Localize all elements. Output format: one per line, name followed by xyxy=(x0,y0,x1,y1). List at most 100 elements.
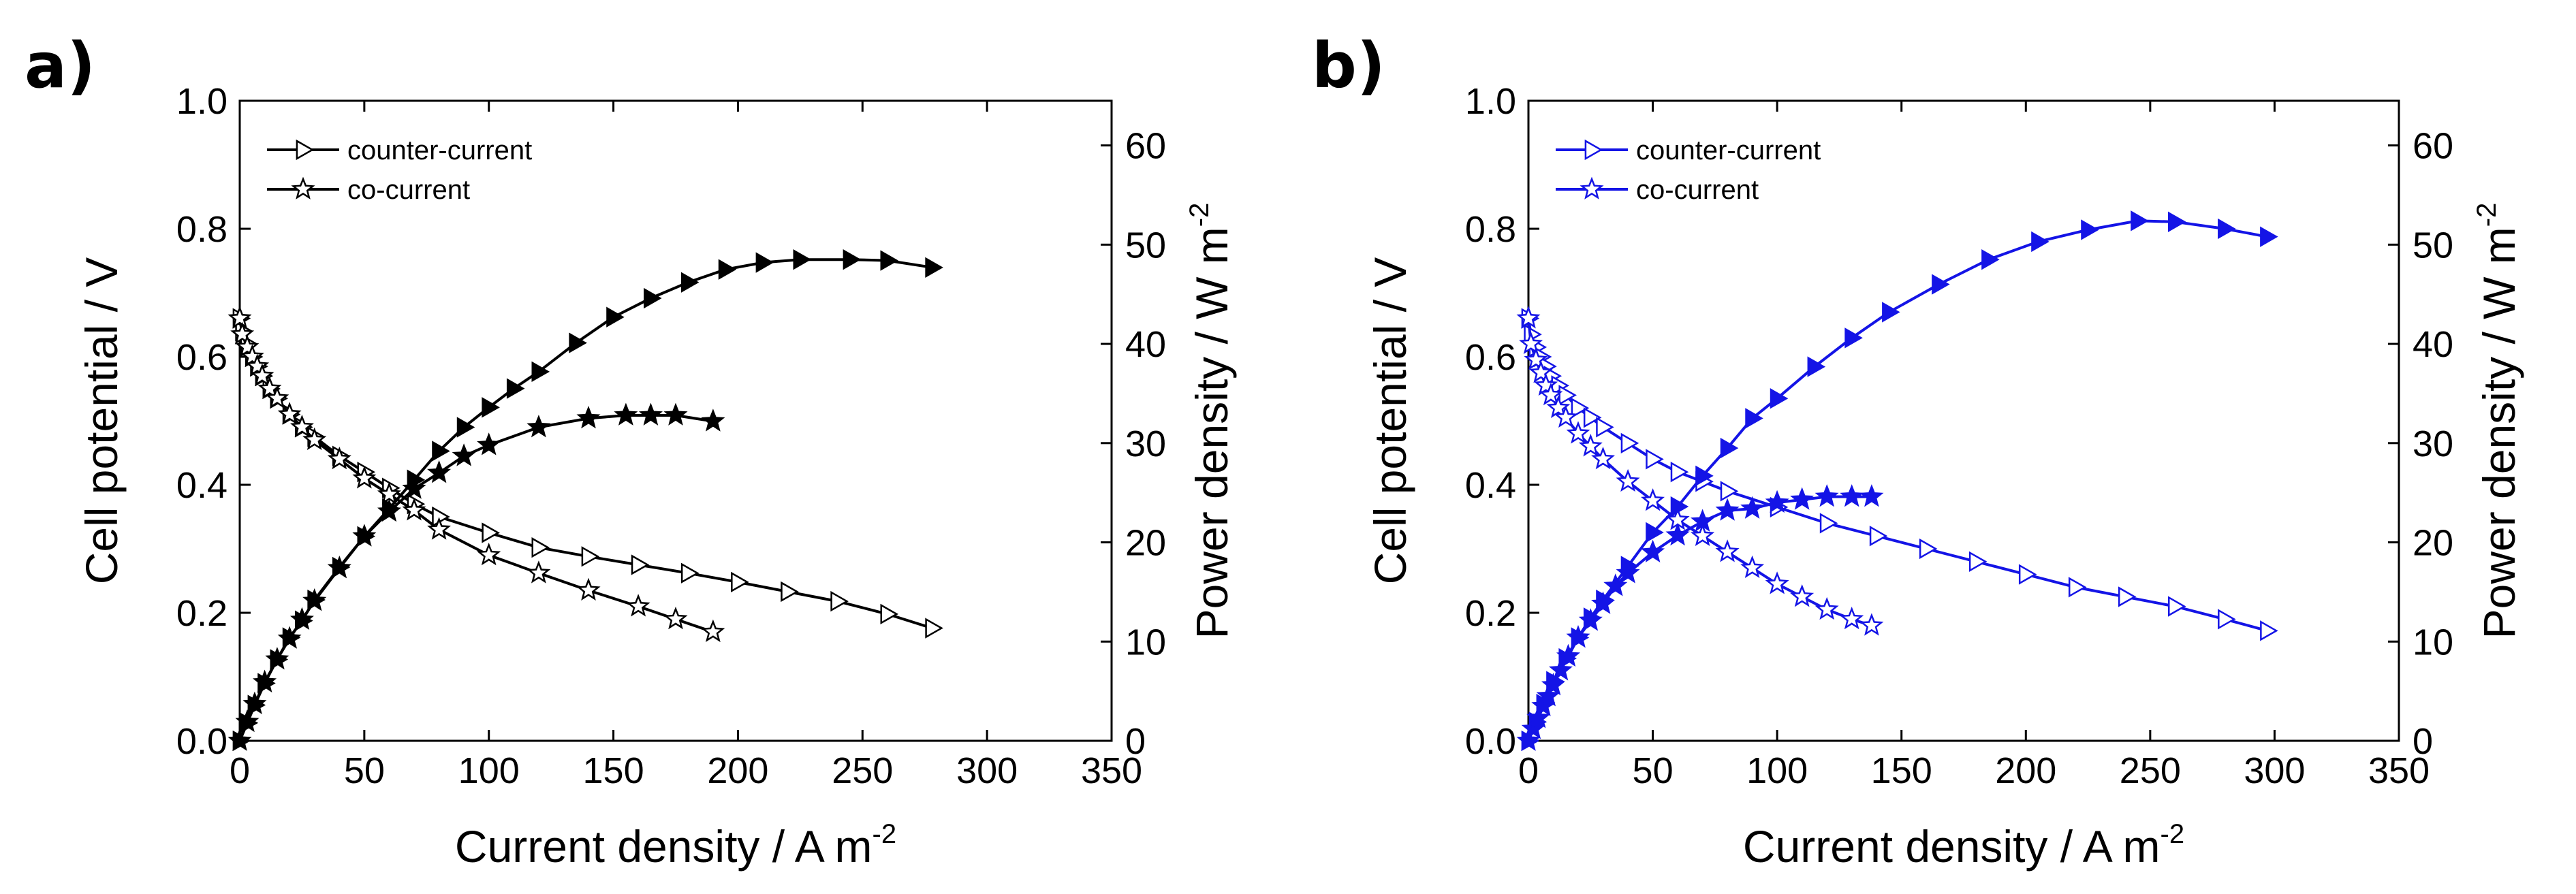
x-axis-title: Current density / A m-2 xyxy=(1743,819,2184,872)
data-point xyxy=(830,590,849,612)
data-point xyxy=(289,607,314,630)
panel-label: b) xyxy=(1312,29,1385,102)
data-point xyxy=(482,397,500,418)
data-point xyxy=(477,432,501,456)
series-co-current-cell-potential xyxy=(227,306,725,643)
data-point xyxy=(680,562,700,584)
data-point xyxy=(1554,404,1578,428)
data-point xyxy=(377,481,401,505)
data-point xyxy=(1591,447,1616,470)
y-tick-label-right: 20 xyxy=(1125,523,1166,564)
y-tick-label-right: 60 xyxy=(2413,126,2453,167)
data-point xyxy=(1548,658,1573,681)
data-point xyxy=(1541,672,1566,696)
data-point xyxy=(1571,398,1590,419)
data-point xyxy=(1859,613,1884,636)
legend-label: counter-current xyxy=(347,135,532,165)
series-co-current-cell-potential xyxy=(1516,306,1884,636)
data-point xyxy=(644,287,662,309)
data-point xyxy=(2168,211,2186,232)
chart-b: 0 50 100 150 200 250 300 350 0.0 0.2 0.4 0.6 0.8 1.0 0… xyxy=(1365,81,2524,872)
data-point xyxy=(1790,584,1815,607)
legend-marker xyxy=(296,139,315,161)
y-tick-label-right: 50 xyxy=(2413,225,2453,266)
data-point xyxy=(1646,449,1664,470)
x-tick-label: 150 xyxy=(583,750,644,791)
data-point xyxy=(925,257,943,278)
series-line xyxy=(1527,318,2268,633)
data-point xyxy=(1516,306,1541,329)
data-point xyxy=(663,402,688,426)
data-point xyxy=(1740,496,1765,519)
data-point xyxy=(638,402,663,426)
data-point xyxy=(1536,683,1560,707)
x-tick-label: 50 xyxy=(344,750,385,791)
legend-label: counter-current xyxy=(1636,135,1821,165)
series-co-current-power-density xyxy=(1516,484,1884,751)
legend-entry: co-current xyxy=(1556,175,1759,205)
data-point xyxy=(663,606,688,630)
data-point xyxy=(1790,487,1815,510)
legend-label: co-current xyxy=(347,175,470,205)
series-co-current-power-density xyxy=(227,402,725,751)
data-point xyxy=(227,728,252,751)
data-point xyxy=(843,249,862,270)
legend: counter-current co-current xyxy=(267,135,532,205)
data-point xyxy=(626,594,650,617)
data-point xyxy=(402,476,426,499)
series-line xyxy=(1527,219,2267,741)
y-tick-label-right: 10 xyxy=(1125,622,1166,662)
data-point xyxy=(1578,608,1603,631)
data-point xyxy=(1524,347,1548,370)
data-point xyxy=(1646,522,1664,543)
series-line xyxy=(238,258,933,741)
series-counter-current-power-density xyxy=(232,249,943,752)
data-point xyxy=(731,571,749,593)
data-point xyxy=(1665,522,1690,546)
legend-entry: co-current xyxy=(267,175,470,205)
legend-marker xyxy=(1580,176,1604,199)
data-point xyxy=(1715,539,1740,562)
y-tick-label-right: 50 xyxy=(1125,225,1166,266)
data-point xyxy=(245,353,270,377)
y-tick-label-right: 40 xyxy=(1125,324,1166,365)
legend-entry: counter-current xyxy=(267,135,532,165)
x-tick-label: 0 xyxy=(230,750,250,791)
data-point xyxy=(257,376,282,399)
data-point xyxy=(227,306,252,329)
y-tick-label-right: 10 xyxy=(2413,622,2453,662)
data-point xyxy=(1840,484,1864,507)
legend: counter-current co-current xyxy=(1556,135,1821,205)
data-point xyxy=(1981,249,2000,270)
data-point xyxy=(1815,596,1839,620)
series-line xyxy=(238,318,714,634)
data-point xyxy=(327,446,351,470)
data-point xyxy=(1616,560,1640,584)
data-point xyxy=(1616,468,1640,492)
data-point xyxy=(614,402,638,426)
x-tick-label: 200 xyxy=(1995,750,2056,791)
data-point xyxy=(1558,385,1577,406)
y-tick-label-right: 0 xyxy=(2413,721,2433,762)
y-axis-title-right: Power density / W m-2 xyxy=(2472,203,2524,639)
data-point xyxy=(880,250,899,271)
x-tick-label: 150 xyxy=(1871,750,1932,791)
data-point xyxy=(2218,218,2236,240)
x-tick-label: 300 xyxy=(2244,750,2305,791)
data-point xyxy=(1603,573,1628,596)
data-point xyxy=(1840,606,1864,630)
data-point xyxy=(1720,437,1739,459)
data-point xyxy=(1765,490,1789,513)
data-point xyxy=(1521,716,1545,739)
data-point xyxy=(527,415,551,438)
x-tick-label: 250 xyxy=(832,750,893,791)
panel-a: a) 0 50 100 150 200 250 300 3500.00.20.40.60.81… xyxy=(25,29,1237,872)
data-point xyxy=(456,417,475,438)
y-tick-label-right: 60 xyxy=(1125,126,1166,167)
data-point xyxy=(289,414,314,438)
data-point xyxy=(1819,513,1838,534)
data-point xyxy=(265,647,289,670)
series-counter-current-cell-potential xyxy=(1521,308,2278,641)
y-axis-title-right: Power density / W m-2 xyxy=(1184,203,1237,639)
data-point xyxy=(1859,484,1884,507)
